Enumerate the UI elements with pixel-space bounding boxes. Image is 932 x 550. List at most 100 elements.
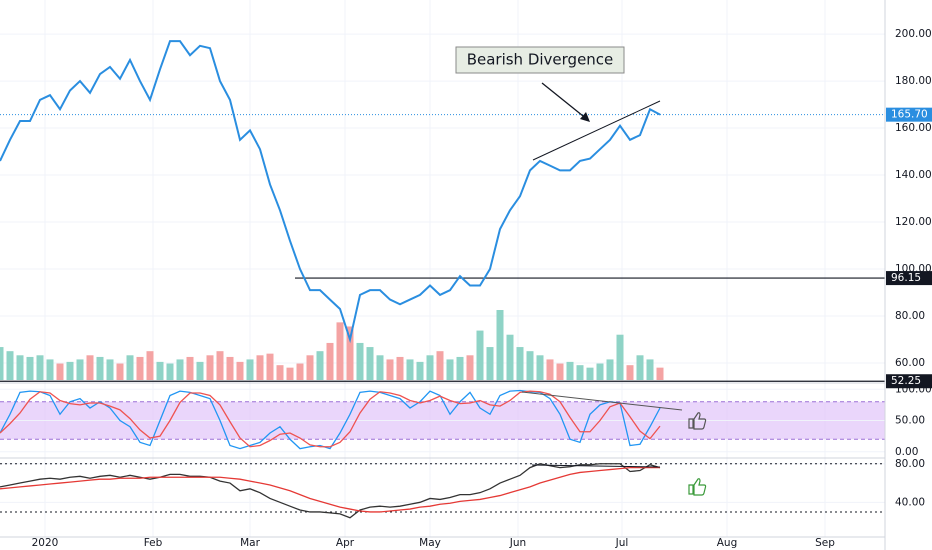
volume-bar — [0, 347, 4, 380]
volume-bar — [596, 363, 604, 380]
volume-bar — [226, 356, 234, 380]
thumbs-up-icon — [688, 412, 707, 430]
volume-bar — [256, 355, 264, 380]
volume-bar — [316, 351, 324, 380]
volume-bar — [486, 347, 494, 380]
line-series — [0, 40, 661, 344]
arrow-head — [580, 112, 590, 122]
volume-bar — [166, 363, 174, 380]
thumbs-up-icon — [688, 478, 707, 496]
volume-bar — [146, 351, 154, 380]
y-tick-label: 60.00 — [895, 357, 925, 369]
y-tick-label: 40.00 — [895, 496, 925, 508]
price-label-box — [886, 107, 932, 122]
trend-line — [521, 391, 683, 411]
x-tick-label: Mar — [240, 537, 260, 549]
volume-bar — [546, 359, 554, 380]
volume-bar — [296, 363, 304, 380]
volume-bar — [426, 355, 434, 380]
x-tick-label: May — [419, 537, 441, 549]
x-tick-label: Jun — [509, 537, 526, 549]
arrow — [541, 82, 589, 121]
x-tick-label: Aug — [717, 537, 738, 549]
volume-bar — [606, 359, 614, 380]
volume-bar — [576, 365, 584, 380]
volume-bar — [646, 359, 654, 380]
y-tick-label: 180.00 — [895, 75, 932, 87]
volume-bar — [556, 363, 564, 380]
volume-bar — [176, 359, 184, 380]
y-tick-label: 120.00 — [895, 216, 932, 228]
volume-bar — [386, 359, 394, 380]
volume-bar — [36, 355, 44, 380]
volume-bar — [76, 359, 84, 380]
annotation-box — [455, 46, 625, 74]
volume-bar — [196, 361, 204, 380]
line-series — [0, 466, 660, 513]
volume-bar — [86, 355, 94, 380]
volume-bar — [406, 359, 414, 380]
volume-bar — [476, 330, 484, 380]
y-tick-label: 200.00 — [895, 28, 932, 40]
x-tick-label: Sep — [815, 537, 835, 549]
price-label-box — [886, 271, 932, 286]
volume-bar — [656, 367, 664, 380]
y-tick-label: 160.00 — [895, 122, 932, 134]
price-label: 52.25 — [891, 375, 921, 387]
y-tick-label: 0.00 — [895, 446, 918, 458]
line-series — [0, 390, 661, 448]
volume-bar — [186, 356, 194, 380]
y-tick-label: 80.00 — [895, 458, 925, 470]
line-series — [0, 463, 661, 519]
y-tick-label: 50.00 — [895, 415, 925, 427]
trend-line — [532, 100, 661, 161]
volume-bar — [106, 359, 114, 380]
volume-bar — [626, 365, 634, 380]
volume-bar — [46, 359, 54, 380]
volume-bar — [116, 363, 124, 380]
volume-bar — [216, 351, 224, 380]
volume-bar — [396, 356, 404, 380]
volume-bar — [66, 361, 74, 380]
volume-bar — [306, 355, 314, 380]
volume-bar — [466, 355, 474, 380]
volume-bar — [506, 334, 514, 380]
x-tick-label: Jul — [615, 537, 629, 549]
volume-bar — [266, 353, 274, 380]
volume-bar — [16, 355, 24, 380]
annotation: Bearish Divergence — [467, 51, 614, 69]
y-tick-label: 80.00 — [895, 310, 925, 322]
volume-bar — [376, 355, 384, 380]
y-tick-label: 100.00 — [895, 383, 932, 395]
volume-bar — [446, 359, 454, 380]
volume-bar — [416, 361, 424, 380]
volume-bar — [346, 326, 354, 380]
volume-bar — [246, 359, 254, 380]
trend-line — [531, 464, 661, 468]
volume-bar — [496, 310, 504, 380]
volume-bar — [206, 355, 214, 380]
volume-bar — [456, 356, 464, 380]
volume-bar — [336, 322, 344, 380]
volume-bar — [516, 347, 524, 380]
price-label: 165.70 — [891, 109, 928, 121]
x-tick-label: Feb — [144, 537, 163, 549]
volume-bar — [566, 361, 574, 380]
x-tick-label: 2020 — [32, 537, 59, 549]
price-label: 96.15 — [891, 272, 921, 284]
volume-bar — [616, 334, 624, 380]
volume-bar — [136, 356, 144, 380]
volume-bar — [526, 351, 534, 380]
volume-bar — [6, 351, 14, 380]
y-tick-label: 140.00 — [895, 169, 932, 181]
volume-bar — [96, 356, 104, 380]
volume-bar — [586, 367, 594, 380]
x-tick-label: Apr — [336, 537, 355, 549]
volume-bar — [126, 355, 134, 380]
volume-bar — [236, 361, 244, 380]
volume-bar — [286, 367, 294, 380]
volume-bar — [536, 355, 544, 380]
volume-bar — [436, 351, 444, 380]
volume-bar — [356, 342, 364, 380]
